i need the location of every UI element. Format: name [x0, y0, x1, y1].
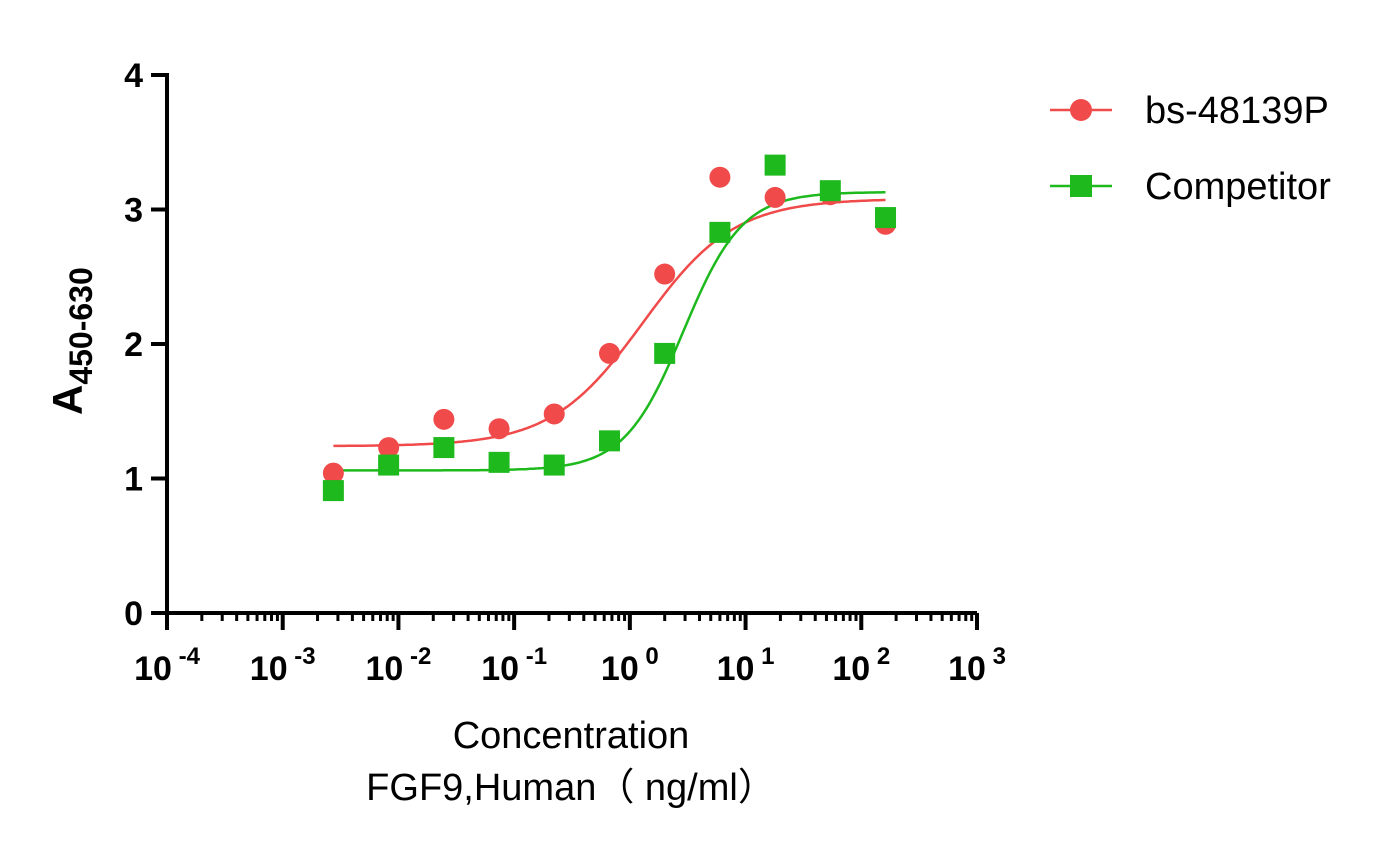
- y-axis-title: A450-630: [44, 267, 99, 415]
- x-tick-label: 10 3: [948, 643, 1006, 688]
- plot-area: 0 1 2 3 4 10 -4 10 -3 10 -2 10 -1 10 0 10 1 10 2 10 …: [124, 57, 1006, 688]
- data-point-bs-48139p: [433, 408, 455, 430]
- data-point-bs-48139p: [322, 462, 344, 484]
- data-point-competitor: [819, 180, 841, 202]
- data-point-competitor: [322, 480, 344, 502]
- data-point-competitor: [654, 342, 676, 364]
- legend-marker: [1070, 99, 1092, 121]
- x-axis-title: Concentration: [453, 715, 690, 757]
- data-point-bs-48139p: [543, 403, 565, 425]
- y-tick-label: 1: [124, 461, 143, 499]
- legend-item-bs-48139p: bs-48139P: [1050, 90, 1329, 132]
- x-tick-label: 10 -1: [481, 643, 547, 688]
- legend: bs-48139P Competitor: [1050, 90, 1331, 208]
- x-axis-subtitle: FGF9,Human（ ng/ml）: [366, 767, 776, 809]
- x-tick-label: 10 0: [601, 643, 659, 688]
- data-point-competitor: [764, 154, 786, 176]
- data-point-bs-48139p: [488, 418, 510, 440]
- x-tick-label: 10 1: [717, 643, 775, 688]
- data-point-bs-48139p: [654, 263, 676, 285]
- legend-marker: [1070, 175, 1092, 197]
- legend-item-competitor: Competitor: [1050, 166, 1331, 208]
- data-point-bs-48139p: [378, 437, 400, 459]
- data-point-competitor: [488, 451, 510, 473]
- data-point-competitor: [378, 454, 400, 476]
- y-tick-label: 0: [124, 595, 143, 633]
- y-tick-label: 4: [124, 57, 143, 95]
- y-tick-label: 2: [124, 326, 143, 364]
- fit-curve-bs-48139p: [333, 198, 886, 448]
- data-point-competitor: [709, 221, 731, 243]
- legend-label: Competitor: [1145, 166, 1331, 208]
- x-tick-label: 10 2: [832, 643, 890, 688]
- data-point-competitor: [599, 430, 621, 452]
- data-point-bs-48139p: [764, 186, 786, 208]
- data-point-bs-48139p: [709, 166, 731, 188]
- fit-curve-competitor: [333, 191, 886, 472]
- legend-label: bs-48139P: [1145, 90, 1329, 132]
- y-tick-label: 3: [124, 192, 143, 230]
- y-axis-title-main: A: [44, 385, 91, 415]
- y-axis-title-subscript: 450-630: [63, 267, 99, 384]
- data-point-competitor: [875, 207, 897, 229]
- data-point-competitor: [543, 454, 565, 476]
- x-tick-label: 10 -2: [366, 643, 432, 688]
- data-point-competitor: [433, 437, 455, 459]
- x-tick-label: 10 -4: [134, 643, 200, 688]
- data-point-bs-48139p: [599, 342, 621, 364]
- x-tick-label: 10 -3: [250, 643, 316, 688]
